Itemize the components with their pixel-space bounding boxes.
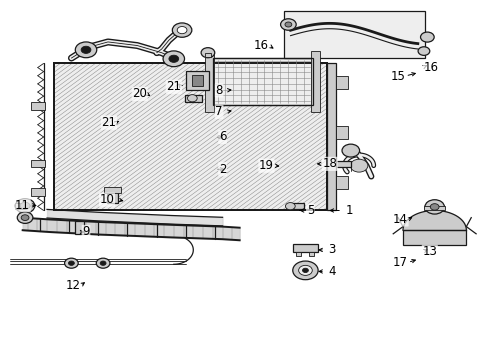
- Text: 18: 18: [322, 157, 337, 170]
- Circle shape: [20, 202, 30, 210]
- Text: 3: 3: [328, 243, 335, 256]
- Text: 14: 14: [392, 213, 407, 226]
- Text: 4: 4: [328, 265, 335, 278]
- Circle shape: [15, 199, 35, 213]
- Circle shape: [64, 258, 78, 268]
- Circle shape: [168, 55, 178, 62]
- Bar: [192, 75, 203, 86]
- Bar: [31, 188, 45, 196]
- Bar: [335, 161, 350, 167]
- Bar: [205, 51, 214, 112]
- Circle shape: [100, 261, 106, 265]
- Circle shape: [292, 261, 318, 280]
- Circle shape: [424, 200, 444, 214]
- Bar: [54, 63, 327, 211]
- Bar: [31, 159, 45, 167]
- Bar: [308, 252, 313, 256]
- Bar: [335, 76, 347, 89]
- Text: 8: 8: [215, 84, 223, 97]
- Bar: [107, 189, 118, 203]
- Bar: [54, 63, 327, 211]
- Circle shape: [420, 32, 433, 42]
- Bar: [212, 58, 312, 105]
- Bar: [335, 126, 347, 139]
- Circle shape: [349, 159, 367, 172]
- Circle shape: [298, 265, 312, 275]
- Text: 9: 9: [82, 225, 90, 238]
- Circle shape: [17, 212, 33, 224]
- Text: 20: 20: [132, 87, 147, 100]
- Text: 1: 1: [345, 204, 352, 217]
- Bar: [212, 58, 312, 105]
- Text: 16: 16: [254, 39, 268, 52]
- Text: 21: 21: [166, 80, 181, 93]
- Text: 7: 7: [215, 105, 223, 118]
- Text: 15: 15: [390, 69, 405, 82]
- Bar: [204, 53, 210, 57]
- Text: 11: 11: [15, 199, 30, 212]
- Bar: [185, 71, 209, 90]
- Text: 5: 5: [306, 204, 313, 217]
- Circle shape: [96, 258, 110, 268]
- Bar: [423, 206, 445, 210]
- Circle shape: [81, 46, 91, 53]
- Circle shape: [68, 261, 74, 265]
- Circle shape: [302, 268, 308, 273]
- Circle shape: [172, 23, 191, 37]
- Text: 19: 19: [259, 159, 273, 172]
- Bar: [402, 230, 466, 244]
- Text: 2: 2: [218, 163, 226, 176]
- Text: 17: 17: [392, 256, 407, 269]
- Circle shape: [285, 22, 291, 27]
- Bar: [31, 102, 45, 110]
- Bar: [293, 203, 304, 210]
- Bar: [327, 63, 335, 211]
- Bar: [75, 221, 83, 234]
- Circle shape: [201, 48, 214, 58]
- Text: 16: 16: [423, 60, 437, 73]
- Text: 12: 12: [65, 279, 80, 292]
- Bar: [283, 12, 424, 58]
- Bar: [295, 252, 300, 256]
- Text: 21: 21: [101, 116, 116, 129]
- Circle shape: [187, 95, 197, 102]
- Circle shape: [177, 27, 186, 34]
- Text: 13: 13: [422, 245, 436, 258]
- Bar: [293, 244, 317, 252]
- Bar: [104, 187, 121, 193]
- Circle shape: [285, 203, 295, 210]
- Circle shape: [75, 42, 97, 58]
- Text: 10: 10: [100, 193, 114, 206]
- Bar: [335, 176, 347, 189]
- Circle shape: [429, 204, 438, 210]
- Circle shape: [21, 215, 29, 221]
- Circle shape: [341, 144, 359, 157]
- Bar: [184, 95, 201, 102]
- Circle shape: [163, 51, 184, 67]
- Bar: [311, 51, 320, 112]
- Circle shape: [417, 47, 429, 55]
- Text: 6: 6: [218, 130, 226, 144]
- Bar: [15, 203, 25, 209]
- Circle shape: [280, 19, 296, 30]
